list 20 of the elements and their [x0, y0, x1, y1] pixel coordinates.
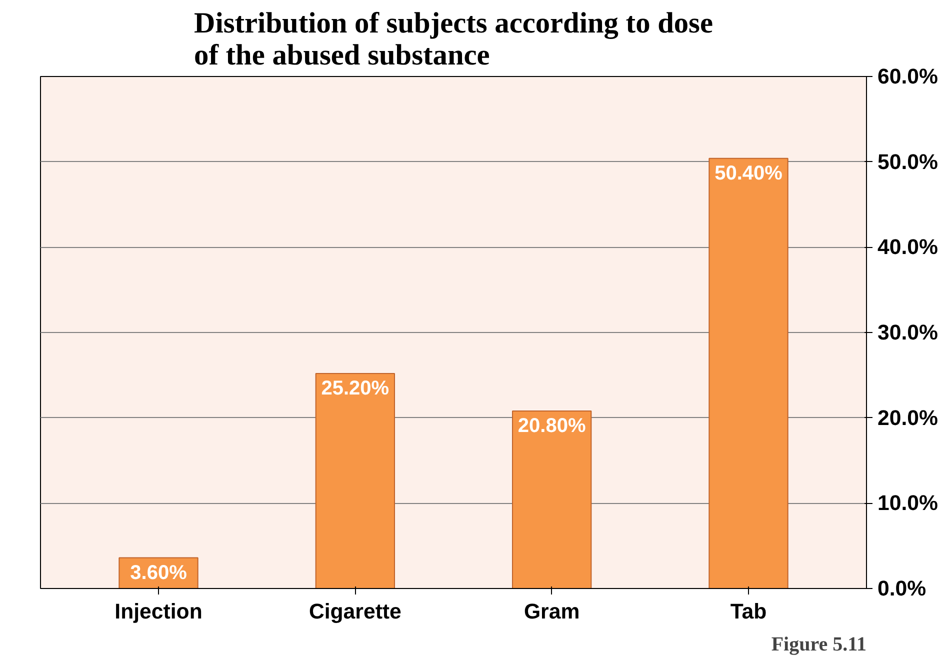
- data-label: 50.40%: [714, 162, 783, 184]
- bar: [512, 410, 592, 588]
- y-tick-label: 10.0%: [878, 491, 938, 516]
- bar: [315, 372, 395, 588]
- data-label: 25.20%: [321, 377, 390, 400]
- x-tick-label: Injection: [114, 600, 202, 624]
- y-tick-label: 20.0%: [878, 406, 938, 430]
- y-tick-label: 40.0%: [878, 235, 938, 260]
- y-tick-label: 0.0%: [878, 576, 926, 600]
- y-tick-label: 50.0%: [878, 150, 938, 174]
- x-tick-label: Tab: [730, 600, 767, 624]
- chart-title: Distribution of subjects according to dose of the abused substance: [194, 8, 713, 72]
- y-tick-label: 60.0%: [878, 64, 938, 88]
- bar: [708, 158, 788, 588]
- data-label: 3.60%: [130, 562, 188, 584]
- x-tick-label: Cigarette: [308, 600, 402, 624]
- y-tick-label: 30.0%: [878, 320, 938, 344]
- x-tick-label: Gram: [524, 600, 580, 624]
- caption: Figure 5.11: [771, 634, 866, 656]
- data-label: 20.80%: [518, 415, 586, 438]
